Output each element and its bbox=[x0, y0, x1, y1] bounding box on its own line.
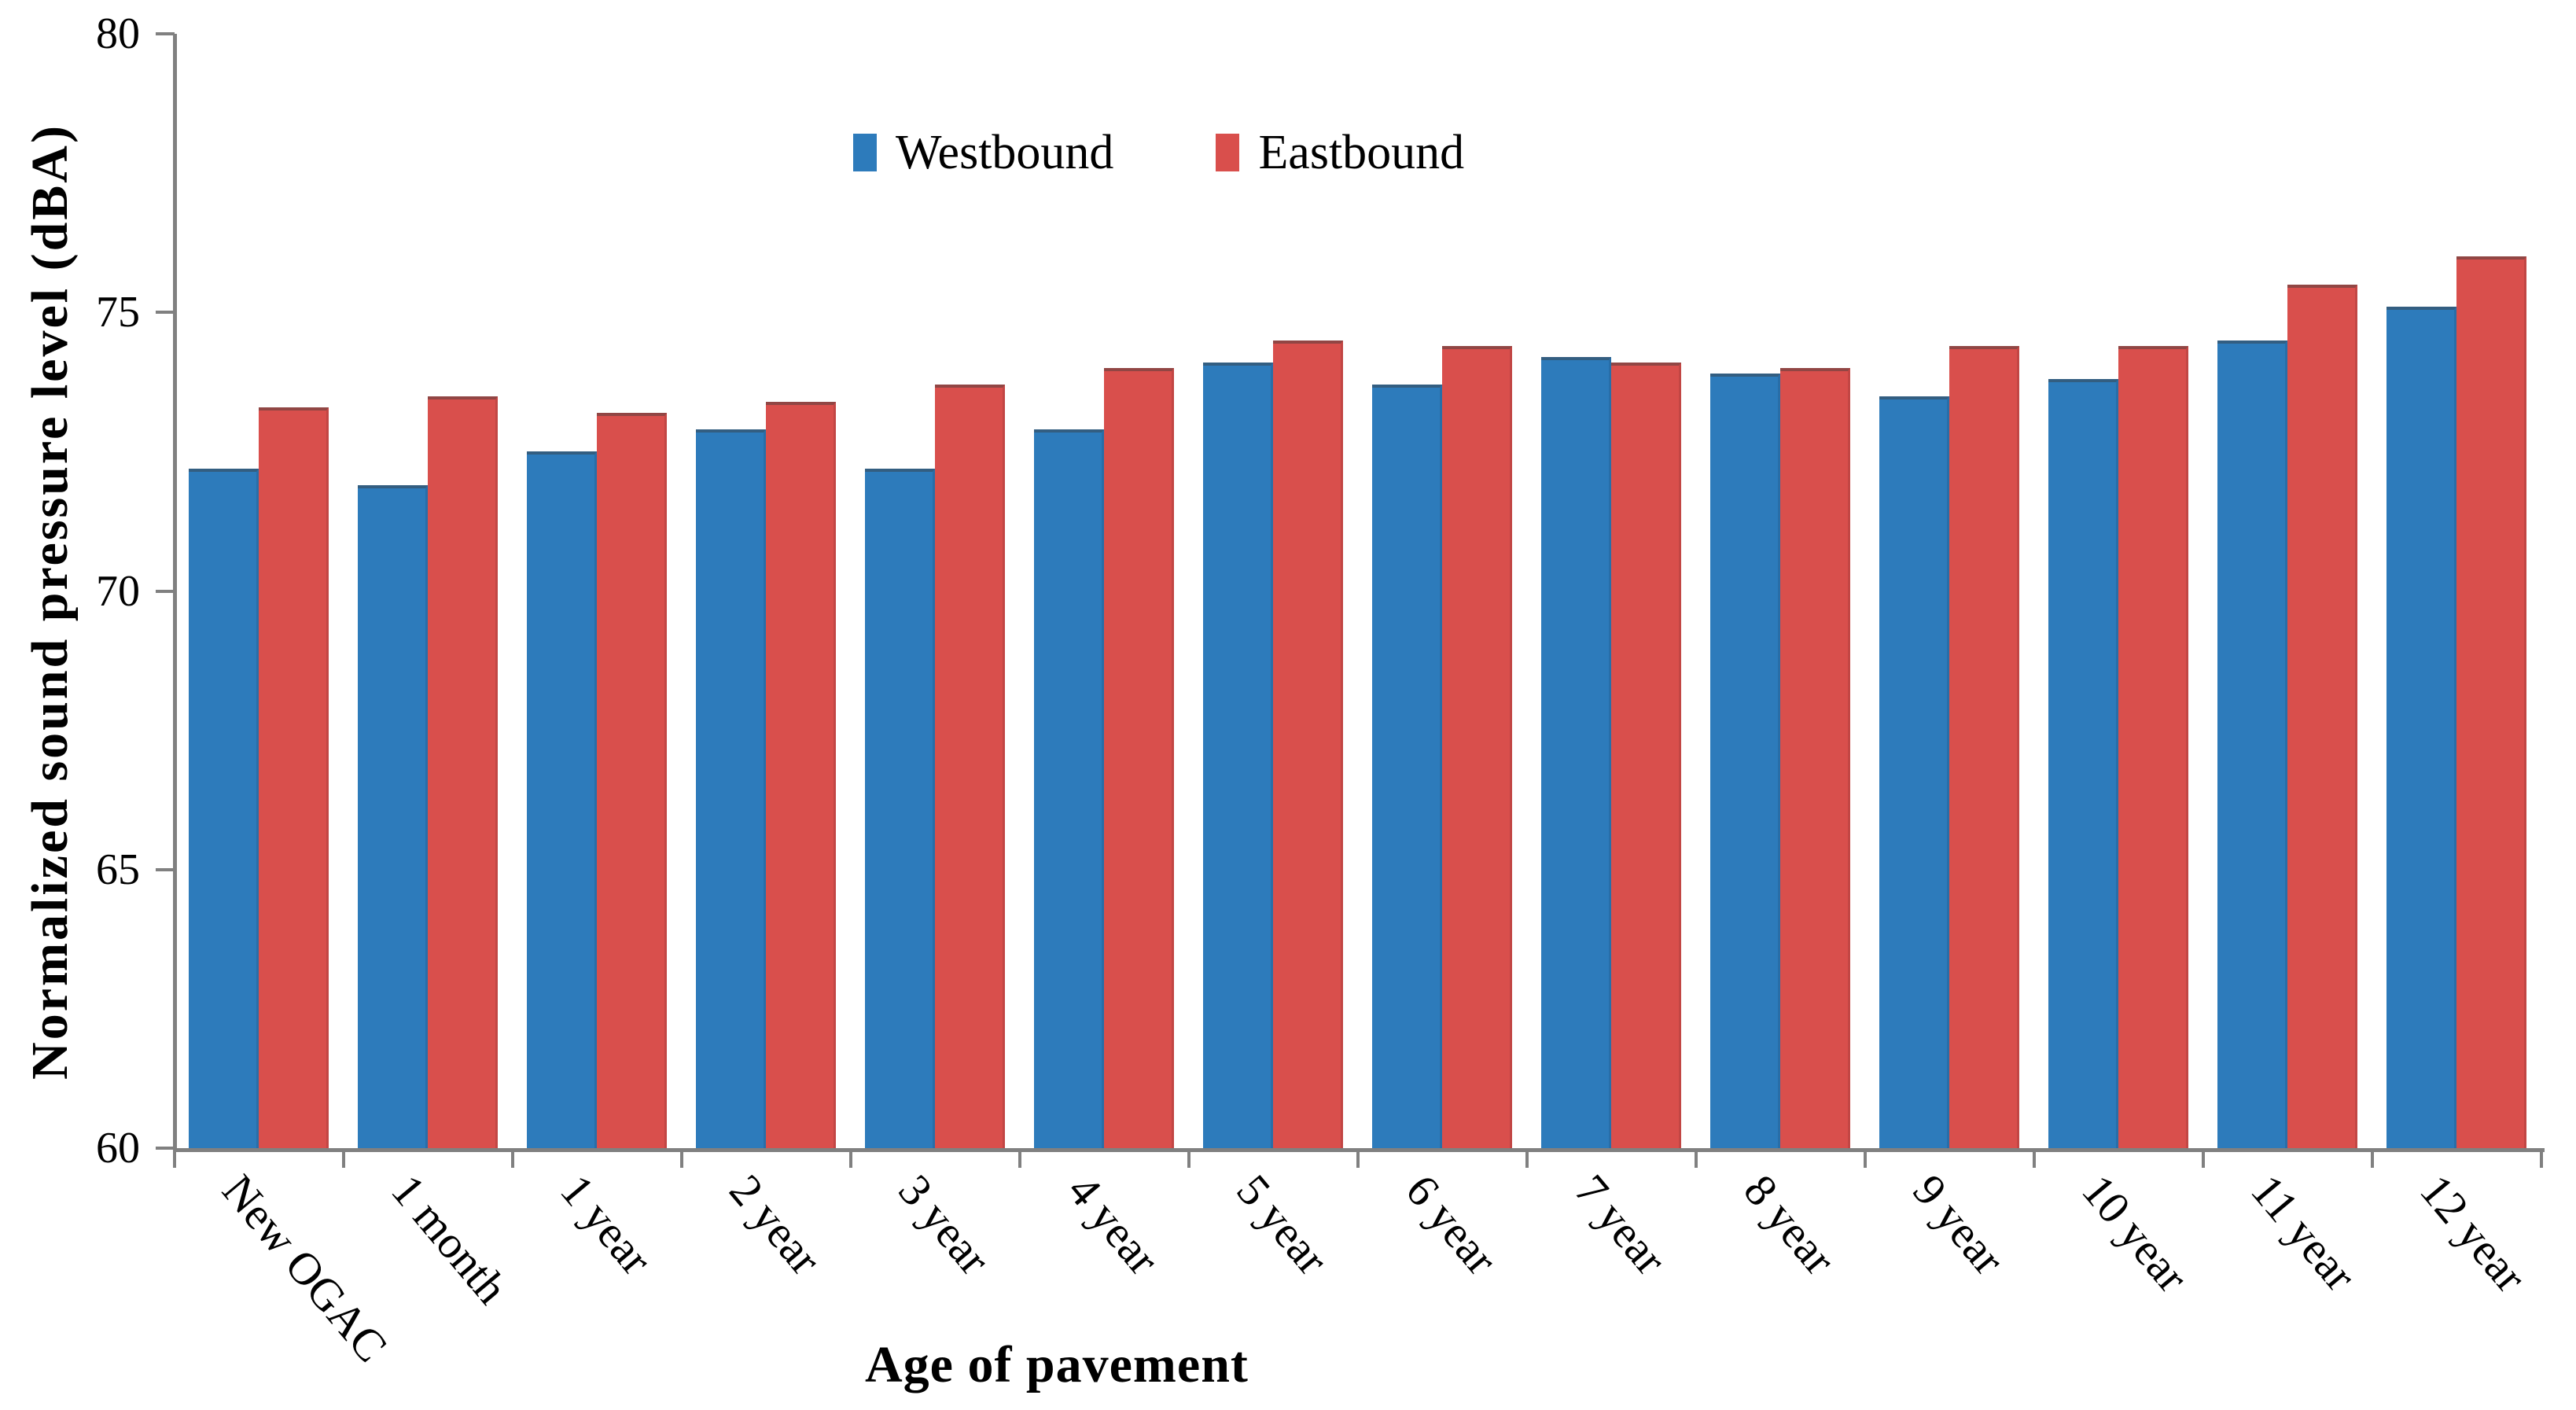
x-axis-tick bbox=[1864, 1148, 1867, 1168]
bar-eastbound-4-year bbox=[1104, 368, 1174, 1148]
y-axis-tick bbox=[156, 311, 175, 315]
x-axis-tick bbox=[2033, 1148, 2036, 1168]
x-category-label: 8 year bbox=[1734, 1165, 1846, 1284]
bar-eastbound-1-year bbox=[597, 413, 667, 1148]
bar-eastbound-8-year bbox=[1780, 368, 1850, 1148]
bar-westbound-5-year bbox=[1203, 363, 1273, 1148]
legend-item-westbound: Westbound bbox=[853, 128, 1113, 177]
x-category-label: 3 year bbox=[889, 1165, 1001, 1284]
bar-eastbound-9-year bbox=[1949, 346, 2019, 1148]
bar-westbound-7-year bbox=[1541, 357, 1611, 1148]
y-axis-tick bbox=[156, 867, 175, 871]
bar-eastbound-2-year bbox=[766, 402, 836, 1148]
x-axis-tick bbox=[1525, 1148, 1529, 1168]
x-axis-tick bbox=[2540, 1148, 2543, 1168]
x-category-label: 5 year bbox=[1227, 1165, 1339, 1284]
bar-eastbound-7-year bbox=[1611, 363, 1681, 1148]
bar-westbound-1-month bbox=[358, 485, 428, 1148]
bar-westbound-9-year bbox=[1879, 396, 1949, 1148]
x-axis-tick bbox=[680, 1148, 683, 1168]
x-category-label: 9 year bbox=[1903, 1165, 2015, 1284]
y-tick-label: 65 bbox=[96, 845, 140, 894]
x-axis-tick bbox=[2202, 1148, 2205, 1168]
bar-eastbound-6-year bbox=[1442, 346, 1512, 1148]
x-category-label: 1 year bbox=[550, 1165, 663, 1284]
bar-westbound-10-year bbox=[2048, 379, 2118, 1148]
x-category-label: 6 year bbox=[1396, 1165, 1508, 1284]
x-category-label: 7 year bbox=[1565, 1165, 1677, 1284]
bar-westbound-11-year bbox=[2217, 341, 2287, 1148]
x-axis-tick bbox=[1187, 1148, 1190, 1168]
x-axis-title: Age of pavement bbox=[865, 1336, 1249, 1393]
y-axis-tick bbox=[156, 1147, 175, 1150]
y-axis-line bbox=[173, 34, 177, 1152]
y-axis-tick bbox=[156, 589, 175, 593]
westbound-legend-swatch bbox=[853, 134, 877, 171]
y-tick-label: 70 bbox=[96, 566, 140, 616]
bar-eastbound-new-ogac bbox=[259, 407, 329, 1148]
bar-westbound-2-year bbox=[696, 429, 766, 1148]
bar-eastbound-12-year bbox=[2456, 256, 2526, 1148]
westbound-legend-label: Westbound bbox=[896, 126, 1114, 179]
x-axis-tick bbox=[1018, 1148, 1021, 1168]
x-category-label: 12 year bbox=[2410, 1165, 2537, 1302]
x-axis-tick bbox=[173, 1148, 176, 1168]
bar-westbound-12-year bbox=[2386, 307, 2456, 1148]
legend: Westbound Eastbound bbox=[853, 120, 1464, 186]
bar-westbound-6-year bbox=[1372, 385, 1442, 1148]
bar-westbound-new-ogac bbox=[189, 469, 259, 1148]
x-category-label: 4 year bbox=[1058, 1165, 1170, 1284]
x-category-label: 11 year bbox=[2241, 1165, 2367, 1301]
y-tick-label: 75 bbox=[96, 288, 140, 337]
bar-eastbound-1-month bbox=[428, 396, 498, 1148]
bar-westbound-3-year bbox=[865, 469, 935, 1148]
x-category-label: New OGAC bbox=[212, 1165, 398, 1372]
y-tick-label: 60 bbox=[96, 1124, 140, 1173]
eastbound-legend-swatch bbox=[1216, 134, 1240, 171]
bar-eastbound-10-year bbox=[2118, 346, 2188, 1148]
x-axis-tick bbox=[511, 1148, 514, 1168]
y-tick-label: 80 bbox=[96, 9, 140, 58]
x-axis-tick bbox=[342, 1148, 345, 1168]
bar-eastbound-11-year bbox=[2287, 285, 2357, 1148]
legend-item-eastbound: Eastbound bbox=[1216, 128, 1464, 177]
x-axis-tick bbox=[1356, 1148, 1360, 1168]
eastbound-legend-label: Eastbound bbox=[1258, 126, 1465, 179]
bar-westbound-1-year bbox=[527, 451, 597, 1148]
x-category-label: 1 month bbox=[381, 1165, 518, 1314]
bar-westbound-8-year bbox=[1710, 374, 1780, 1148]
bar-westbound-4-year bbox=[1034, 429, 1104, 1148]
bar-eastbound-5-year bbox=[1273, 341, 1343, 1148]
y-axis-tick bbox=[156, 32, 175, 35]
x-category-label: 10 year bbox=[2072, 1165, 2199, 1302]
x-category-label: 2 year bbox=[719, 1165, 832, 1284]
bar-eastbound-3-year bbox=[935, 385, 1005, 1148]
x-axis-tick bbox=[2371, 1148, 2374, 1168]
x-axis-tick bbox=[1695, 1148, 1698, 1168]
x-axis-tick bbox=[849, 1148, 852, 1168]
